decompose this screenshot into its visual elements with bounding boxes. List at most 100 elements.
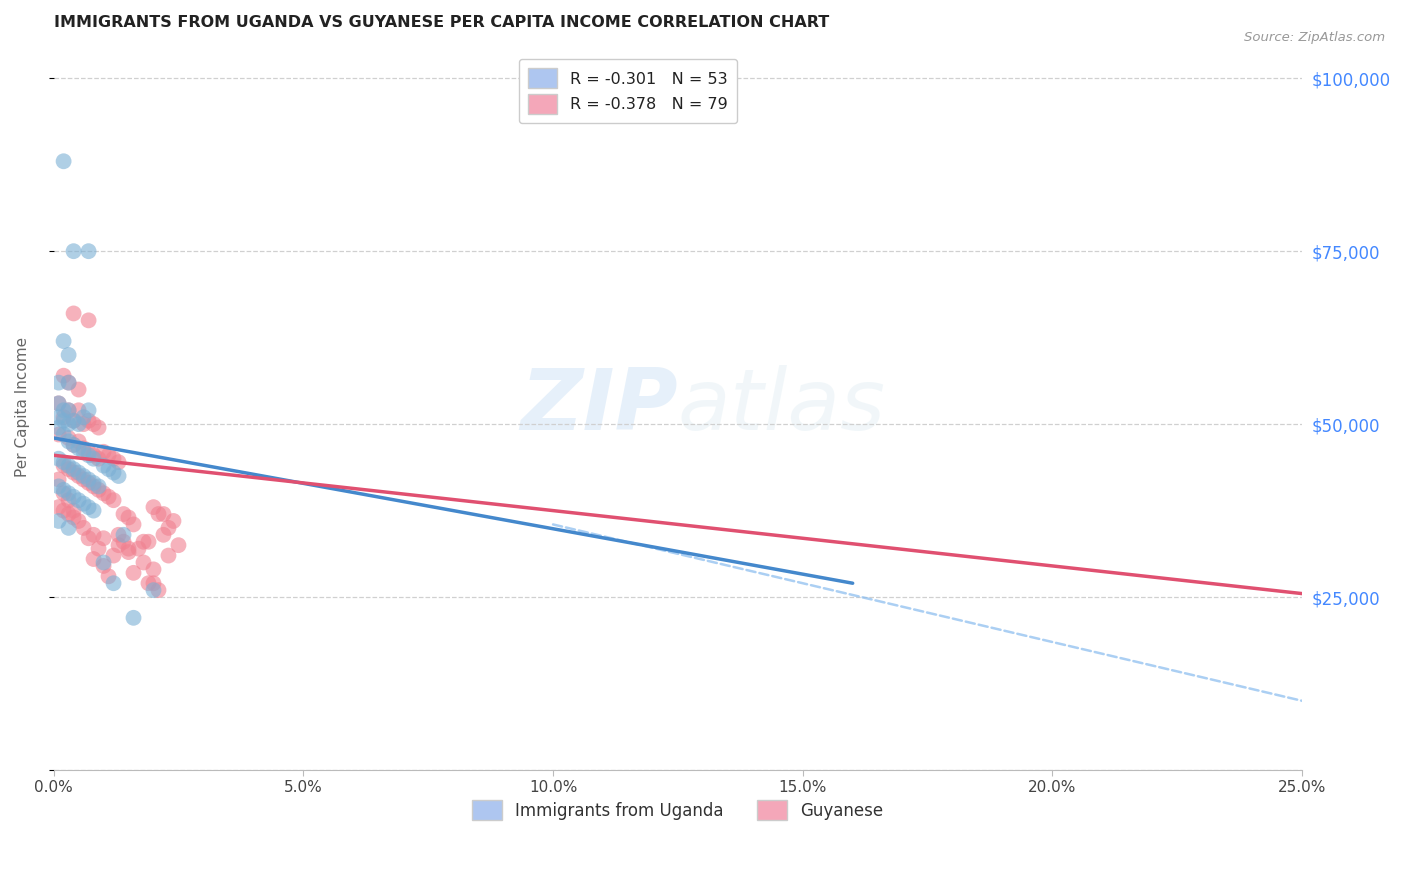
Point	[52, 154, 75, 169]
Point	[58, 458, 80, 473]
Point	[58, 486, 80, 500]
Point	[48, 514, 70, 528]
Point	[142, 576, 165, 591]
Point	[97, 569, 120, 583]
Point	[112, 507, 135, 521]
Point	[83, 448, 105, 462]
Point	[62, 306, 84, 320]
Point	[62, 510, 84, 524]
Point	[83, 479, 105, 493]
Point	[103, 493, 125, 508]
Point	[148, 583, 170, 598]
Point	[93, 458, 115, 473]
Point	[93, 558, 115, 573]
Point	[67, 434, 90, 449]
Point	[77, 500, 100, 515]
Point	[117, 541, 139, 556]
Point	[72, 442, 94, 456]
Point	[77, 403, 100, 417]
Point	[62, 244, 84, 259]
Point	[112, 528, 135, 542]
Point	[107, 538, 129, 552]
Text: ZIP: ZIP	[520, 366, 678, 449]
Point	[83, 451, 105, 466]
Text: Source: ZipAtlas.com: Source: ZipAtlas.com	[1244, 31, 1385, 45]
Point	[117, 510, 139, 524]
Point	[132, 556, 155, 570]
Point	[72, 469, 94, 483]
Point	[83, 552, 105, 566]
Point	[87, 479, 110, 493]
Point	[87, 420, 110, 434]
Point	[97, 448, 120, 462]
Point	[93, 556, 115, 570]
Point	[138, 576, 160, 591]
Point	[67, 383, 90, 397]
Point	[52, 334, 75, 348]
Point	[52, 503, 75, 517]
Point	[117, 545, 139, 559]
Point	[52, 455, 75, 469]
Point	[58, 507, 80, 521]
Point	[77, 313, 100, 327]
Point	[87, 541, 110, 556]
Point	[67, 466, 90, 480]
Point	[107, 528, 129, 542]
Point	[58, 521, 80, 535]
Point	[58, 376, 80, 390]
Point	[97, 462, 120, 476]
Point	[72, 521, 94, 535]
Point	[72, 497, 94, 511]
Text: atlas: atlas	[678, 366, 886, 449]
Point	[58, 403, 80, 417]
Point	[67, 417, 90, 431]
Point	[107, 469, 129, 483]
Point	[77, 473, 100, 487]
Point	[62, 414, 84, 428]
Point	[93, 444, 115, 458]
Point	[48, 420, 70, 434]
Point	[52, 368, 75, 383]
Point	[157, 549, 180, 563]
Point	[58, 417, 80, 431]
Y-axis label: Per Capita Income: Per Capita Income	[15, 337, 30, 477]
Point	[67, 403, 90, 417]
Point	[138, 534, 160, 549]
Point	[67, 493, 90, 508]
Point	[62, 438, 84, 452]
Point	[167, 538, 190, 552]
Point	[142, 583, 165, 598]
Point	[67, 442, 90, 456]
Point	[58, 348, 80, 362]
Point	[52, 486, 75, 500]
Point	[103, 466, 125, 480]
Point	[103, 549, 125, 563]
Point	[142, 562, 165, 576]
Point	[93, 531, 115, 545]
Point	[72, 444, 94, 458]
Point	[67, 514, 90, 528]
Point	[52, 410, 75, 425]
Point	[87, 451, 110, 466]
Point	[72, 417, 94, 431]
Point	[77, 531, 100, 545]
Point	[58, 403, 80, 417]
Point	[162, 514, 184, 528]
Point	[58, 493, 80, 508]
Point	[58, 462, 80, 476]
Point	[48, 427, 70, 442]
Point	[128, 541, 150, 556]
Point	[52, 483, 75, 497]
Point	[97, 490, 120, 504]
Point	[58, 431, 80, 445]
Legend: Immigrants from Uganda, Guyanese: Immigrants from Uganda, Guyanese	[465, 793, 890, 827]
Point	[83, 475, 105, 490]
Point	[52, 427, 75, 442]
Point	[52, 403, 75, 417]
Point	[77, 444, 100, 458]
Point	[103, 451, 125, 466]
Point	[48, 396, 70, 410]
Point	[93, 486, 115, 500]
Point	[58, 434, 80, 449]
Point	[62, 462, 84, 476]
